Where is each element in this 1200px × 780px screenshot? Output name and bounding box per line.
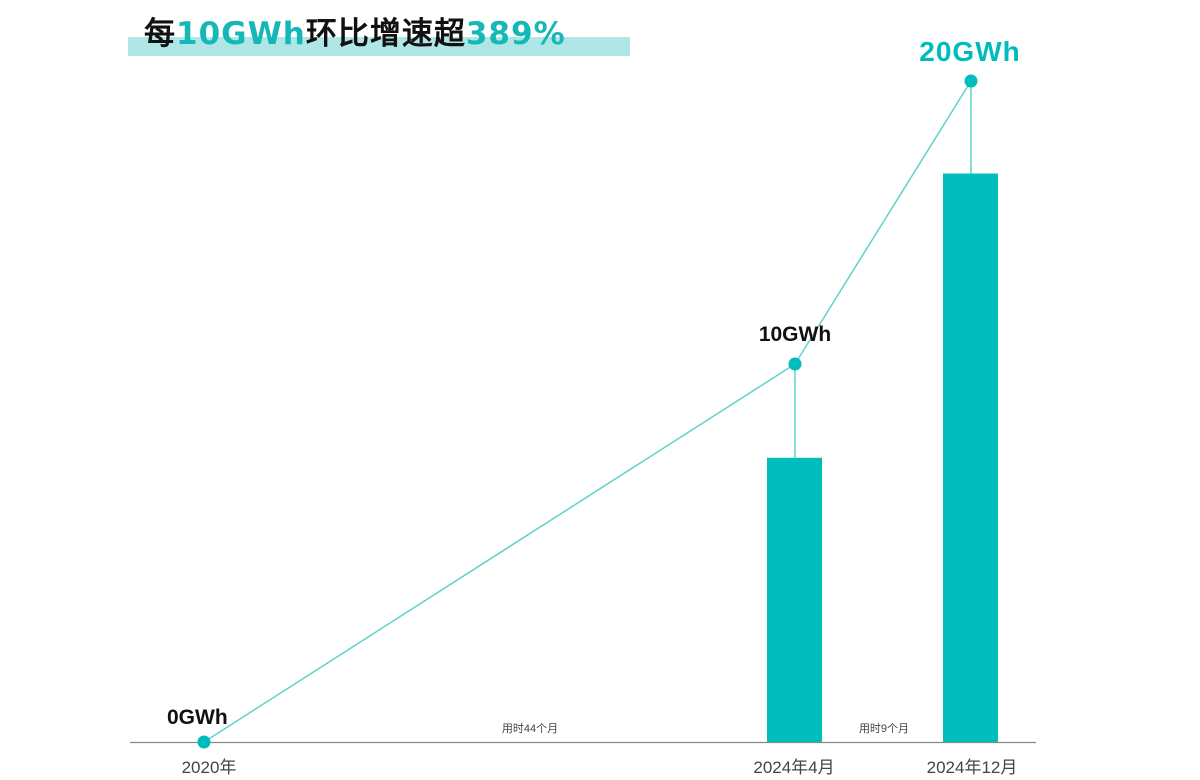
x-tick-label-0: 2020年 [182,758,237,777]
data-point-2 [964,74,978,88]
x-tick-label-2: 2024年12月 [927,758,1018,777]
data-label-2: 20GWh [919,36,1020,67]
series-line [203,80,972,743]
chart-title: 每10GWh环比增速超389% [128,6,630,58]
title-middle: 环比增速超 [305,16,466,52]
title-highlight-1: 10GWh [176,16,306,52]
title-text: 每10GWh环比增速超389% [144,8,566,53]
title-prefix: 每 [144,16,176,52]
title-highlight-2: 389% [465,16,566,52]
bar-2 [943,173,998,743]
data-label-0: 0GWh [167,706,228,729]
data-point-1 [788,357,802,371]
bar-1 [767,457,822,742]
annotation-9-months: 用时9个月 [859,722,909,735]
data-label-1: 10GWh [759,323,831,346]
x-tick-label-1: 2024年4月 [753,758,834,777]
annotation-44-months: 用时44个月 [502,722,558,735]
title-highlight-band [128,37,630,56]
data-point-0 [197,735,211,749]
